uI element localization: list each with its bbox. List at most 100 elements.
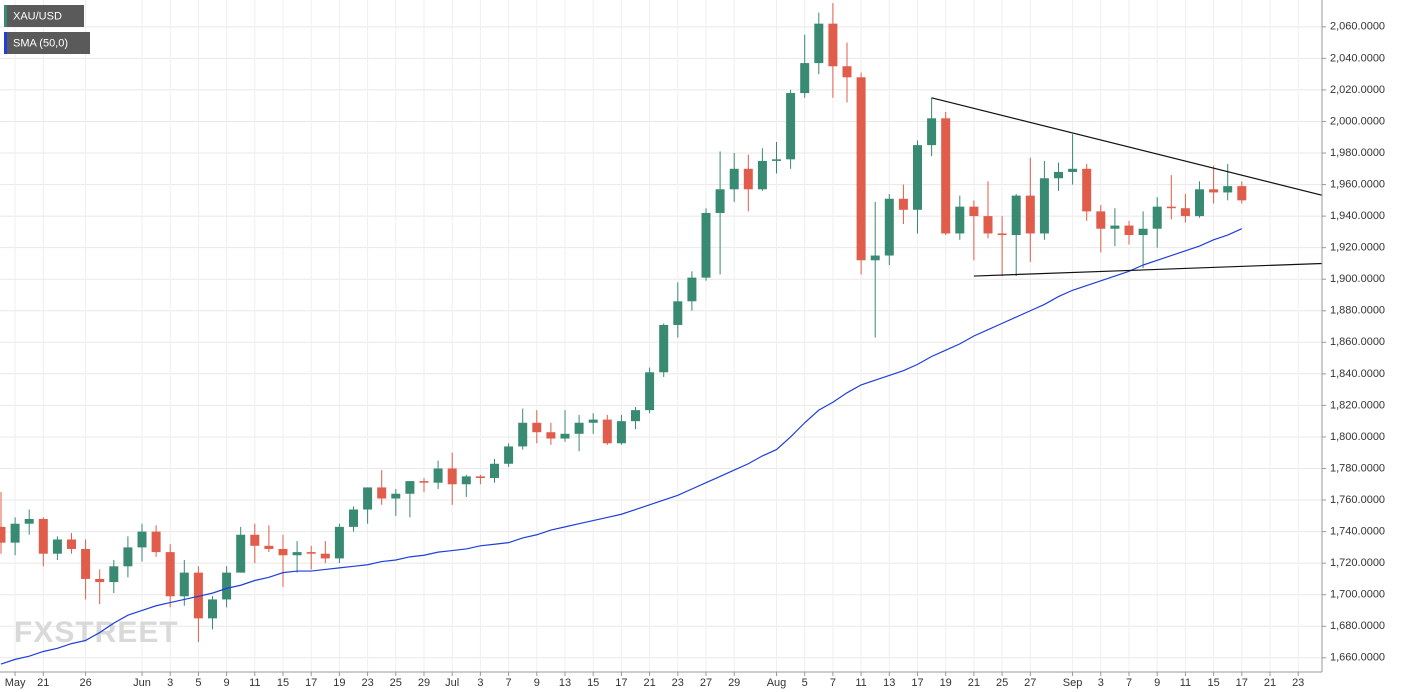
candle-body bbox=[743, 168, 753, 190]
x-tick-label: 29 bbox=[728, 677, 740, 689]
candle-body bbox=[123, 547, 133, 567]
y-tick-label: 1,920.0000 bbox=[1330, 242, 1385, 254]
y-tick-label: 1,960.0000 bbox=[1330, 178, 1385, 190]
candle-body bbox=[292, 552, 302, 556]
candle-body bbox=[645, 372, 655, 411]
x-tick-label: 3 bbox=[1098, 677, 1104, 689]
candle-body bbox=[490, 463, 499, 478]
x-tick-label: 15 bbox=[277, 677, 289, 689]
candle-body bbox=[729, 168, 739, 190]
x-tick-label: 17 bbox=[1236, 677, 1248, 689]
candle-body bbox=[588, 419, 598, 423]
candle-body bbox=[10, 523, 20, 543]
candle-body bbox=[673, 301, 683, 325]
candle-body bbox=[95, 578, 105, 583]
candle-body bbox=[0, 526, 6, 543]
x-tick-label: 21 bbox=[643, 677, 655, 689]
candle-body bbox=[1124, 225, 1134, 236]
candle-body bbox=[1195, 189, 1204, 217]
candle-body bbox=[306, 552, 316, 554]
candle-body bbox=[1011, 195, 1021, 236]
legend-swatch bbox=[4, 5, 7, 27]
candle-body bbox=[208, 599, 217, 619]
candle-body bbox=[250, 534, 260, 546]
candle-body bbox=[870, 255, 880, 261]
x-tick-label: 5 bbox=[195, 677, 201, 689]
candle-body bbox=[941, 118, 951, 234]
candle-body bbox=[109, 566, 119, 583]
legend-label: SMA (50,0) bbox=[13, 37, 68, 49]
y-tick-label: 1,880.0000 bbox=[1330, 305, 1385, 317]
x-tick-label: Sep bbox=[1063, 677, 1083, 689]
x-tick-label: 25 bbox=[390, 677, 402, 689]
candle-body bbox=[81, 548, 91, 579]
x-tick-label: 13 bbox=[559, 677, 571, 689]
x-tick-label: 15 bbox=[587, 677, 599, 689]
candle-body bbox=[997, 233, 1007, 236]
x-tick-label: 11 bbox=[1180, 677, 1191, 689]
x-tick-label: 27 bbox=[700, 677, 712, 689]
trendline bbox=[931, 97, 1322, 196]
candle-body bbox=[137, 531, 147, 548]
x-tick-label: 9 bbox=[1154, 677, 1160, 689]
plot-area bbox=[0, 3, 1322, 665]
x-tick-label: 17 bbox=[911, 677, 923, 689]
candle-body bbox=[631, 410, 640, 422]
y-tick-label: 1,700.0000 bbox=[1330, 589, 1385, 601]
sma-line bbox=[0, 228, 1243, 665]
candle-body bbox=[1025, 195, 1035, 234]
candle-body bbox=[560, 433, 570, 439]
y-tick-label: 1,820.0000 bbox=[1330, 399, 1385, 411]
candle-body bbox=[504, 446, 514, 464]
candle-body bbox=[1152, 206, 1162, 229]
legend: XAU/USD SMA (50,0) bbox=[4, 5, 90, 54]
legend-swatch bbox=[4, 32, 7, 54]
candle-body bbox=[236, 534, 246, 573]
x-tick-label: 13 bbox=[883, 677, 895, 689]
candle-body bbox=[165, 552, 175, 597]
candle-body bbox=[67, 539, 76, 549]
x-tick-label: 17 bbox=[615, 677, 627, 689]
candle-body bbox=[405, 481, 415, 494]
candle-body bbox=[898, 198, 908, 210]
y-tick-label: 1,720.0000 bbox=[1330, 557, 1385, 569]
candle-body bbox=[1166, 206, 1176, 209]
candle-body bbox=[1054, 171, 1063, 179]
x-tick-label: 23 bbox=[361, 677, 373, 689]
y-tick-label: 2,000.0000 bbox=[1330, 115, 1385, 127]
candle-body bbox=[715, 189, 725, 213]
candle-body bbox=[687, 277, 697, 302]
y-tick-label: 1,660.0000 bbox=[1330, 652, 1385, 664]
candle-body bbox=[475, 476, 485, 478]
candle-body bbox=[1068, 168, 1078, 172]
x-tick-label: 21 bbox=[968, 677, 980, 689]
x-tick-label: May bbox=[5, 677, 26, 689]
candle-body bbox=[38, 518, 48, 554]
x-tick-label: 23 bbox=[1292, 677, 1304, 689]
x-tick-label: 7 bbox=[830, 677, 836, 689]
candle-body bbox=[1209, 189, 1219, 193]
axes: 1,660.0000 1,680.0000 1,700.0000 1,720.0000… bbox=[5, 21, 1385, 689]
legend-box bbox=[4, 32, 90, 54]
x-tick-label: 27 bbox=[1024, 677, 1036, 689]
candle-body bbox=[927, 118, 937, 146]
candle-body bbox=[842, 66, 852, 78]
candle-body bbox=[419, 481, 429, 483]
candle-body bbox=[913, 145, 922, 210]
x-tick-label: 15 bbox=[1207, 677, 1219, 689]
y-tick-label: 1,980.0000 bbox=[1330, 147, 1385, 159]
candle-body bbox=[222, 572, 232, 600]
y-tick-label: 1,840.0000 bbox=[1330, 368, 1385, 380]
x-tick-label: Jun bbox=[133, 677, 151, 689]
candle-body bbox=[786, 93, 796, 160]
trendline bbox=[973, 262, 1322, 277]
candle-body bbox=[532, 422, 542, 433]
x-tick-label: 7 bbox=[1126, 677, 1132, 689]
candle-body bbox=[52, 539, 62, 554]
candle-body bbox=[391, 493, 401, 499]
x-tick-label: 23 bbox=[672, 677, 684, 689]
candle-body bbox=[1223, 186, 1233, 193]
candle-body bbox=[433, 468, 443, 483]
y-tick-label: 2,040.0000 bbox=[1330, 52, 1385, 64]
